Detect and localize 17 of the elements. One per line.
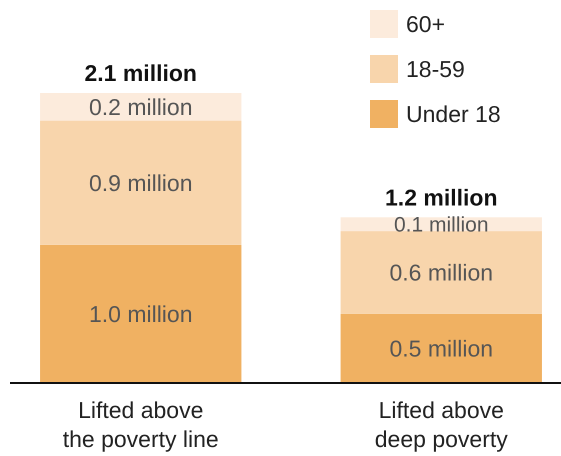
total-label: 1.2 million (385, 184, 498, 210)
data-label: 0.1 million (394, 214, 489, 237)
legend-label: 60+ (406, 11, 446, 38)
data-label: 0.5 million (389, 336, 494, 362)
bar (40, 120, 242, 245)
total-label: 2.1 million (84, 60, 197, 86)
data-label: 1.0 million (88, 301, 193, 327)
data-label: 0.9 million (88, 170, 193, 196)
bar (340, 314, 542, 383)
legend-label: Under 18 (406, 101, 501, 128)
data-label: 0.6 million (389, 260, 494, 286)
bar (40, 244, 242, 383)
x-tick-label: Lifted above deep poverty (374, 397, 508, 452)
x-tick-label: Lifted above the poverty line (62, 397, 219, 452)
bar (340, 231, 542, 314)
legend-label: 18-59 (406, 56, 465, 82)
data-label: 0.2 million (88, 94, 193, 120)
